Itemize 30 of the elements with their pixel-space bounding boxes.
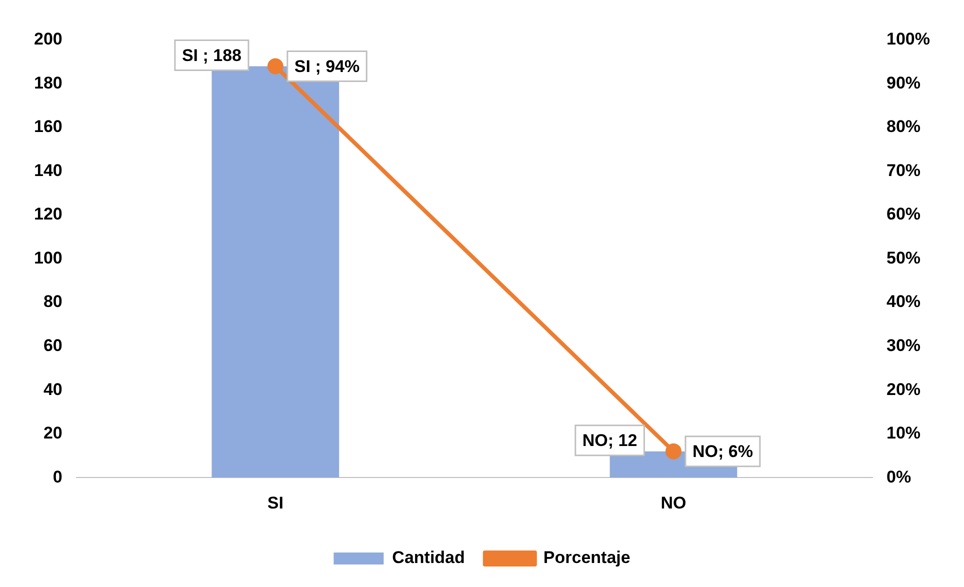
y-tick-label: 60 [43, 336, 62, 356]
y-tick-label: 100 [34, 248, 62, 268]
y2-tick-label: 80% [886, 117, 921, 136]
y-tick-label: 40 [43, 380, 62, 399]
y2-tick-label: 10% [886, 424, 921, 443]
y2-tick-label: 0% [886, 467, 912, 486]
y-tick-label: 200 [34, 30, 62, 49]
y-tick-label: 80 [43, 292, 62, 312]
y-tick-label: 0 [52, 467, 62, 486]
y2-tick-label: 50% [886, 248, 921, 268]
y2-tick-label: 30% [886, 336, 921, 356]
y-tick-label: 160 [34, 117, 62, 136]
y2-tick-label: 90% [886, 73, 921, 92]
data-label: SI ; 188 [182, 46, 242, 65]
legend-label: Porcentaje [543, 548, 630, 568]
y-tick-label: 180 [34, 73, 62, 92]
y-tick-label: 140 [34, 160, 62, 180]
data-label: NO; 12 [582, 431, 638, 450]
y2-tick-label: 70% [886, 160, 921, 180]
y2-tick-label: 20% [886, 380, 921, 399]
x-tick-label: NO [660, 493, 686, 512]
data-label: SI ; 94% [294, 56, 360, 76]
x-tick-label: SI [267, 493, 284, 512]
y2-tick-label: 100% [886, 30, 930, 49]
y-tick-label: 120 [34, 204, 62, 224]
legend-label: Cantidad [392, 548, 465, 568]
data-label: NO; 6% [692, 442, 753, 462]
y-tick-label: 20 [43, 424, 62, 443]
y2-tick-label: 60% [886, 204, 921, 224]
y2-tick-label: 40% [886, 292, 921, 312]
